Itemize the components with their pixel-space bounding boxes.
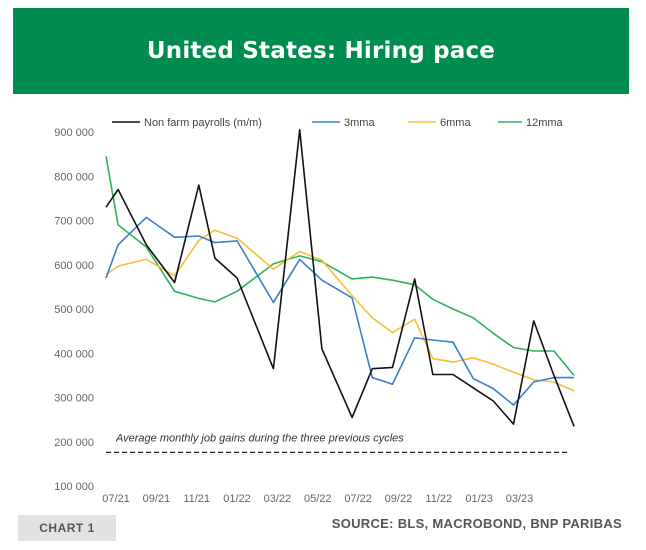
y-tick-label: 100 000	[54, 481, 94, 493]
x-tick-label: 07/22	[344, 493, 372, 505]
series-line-nfp	[105, 129, 575, 427]
y-tick-label: 600 000	[54, 260, 94, 272]
x-tick-label: 09/22	[385, 493, 413, 505]
x-tick-label: 01/22	[223, 493, 251, 505]
x-tick-label: 11/21	[183, 493, 210, 505]
x-tick-label: 01/23	[465, 493, 493, 505]
reference-line-group: Average monthly job gains during the thr…	[106, 432, 570, 454]
series-line-6mma	[105, 229, 575, 392]
y-axis: 100 000 200 000 300 000 400 000 500 000 600 0…	[54, 127, 94, 493]
series-line-3mma	[105, 216, 574, 406]
y-tick-label: 800 000	[54, 171, 94, 183]
x-axis: 07/21 09/21 11/21 01/22 03/22 05/22 07/22 09/22…	[102, 493, 533, 505]
y-tick-label: 500 000	[54, 304, 94, 316]
x-tick-label: 03/22	[264, 493, 292, 505]
x-tick-label: 07/21	[102, 493, 130, 505]
legend-label: 6mma	[440, 117, 471, 129]
y-tick-label: 700 000	[54, 216, 94, 228]
series-line-12mma	[105, 156, 575, 376]
x-tick-label: 05/22	[304, 493, 332, 505]
y-tick-label: 300 000	[54, 393, 94, 405]
title-banner: United States: Hiring pace	[13, 8, 629, 94]
x-tick-label: 09/21	[143, 493, 171, 505]
y-tick-label: 400 000	[54, 348, 94, 360]
line-chart: 100 000 200 000 300 000 400 000 500 000 600 0…	[54, 117, 575, 505]
y-tick-label: 900 000	[54, 127, 94, 139]
y-tick-label: 200 000	[54, 437, 94, 449]
chart-number-label: CHART 1	[18, 515, 116, 541]
legend-label: 12mma	[526, 117, 564, 129]
series-lines	[105, 129, 575, 427]
x-tick-label: 11/22	[425, 493, 452, 505]
x-tick-label: 03/23	[506, 493, 534, 505]
reference-line-label: Average monthly job gains during the thr…	[115, 432, 404, 444]
chart-title: United States: Hiring pace	[146, 38, 496, 64]
legend-label: 3mma	[344, 117, 375, 129]
legend-label: Non farm payrolls (m/m)	[144, 117, 262, 129]
source-note: SOURCE: BLS, MACROBOND, BNP PARIBAS	[331, 516, 622, 531]
legend: Non farm payrolls (m/m) 3mma 6mma 12mma	[112, 117, 564, 129]
